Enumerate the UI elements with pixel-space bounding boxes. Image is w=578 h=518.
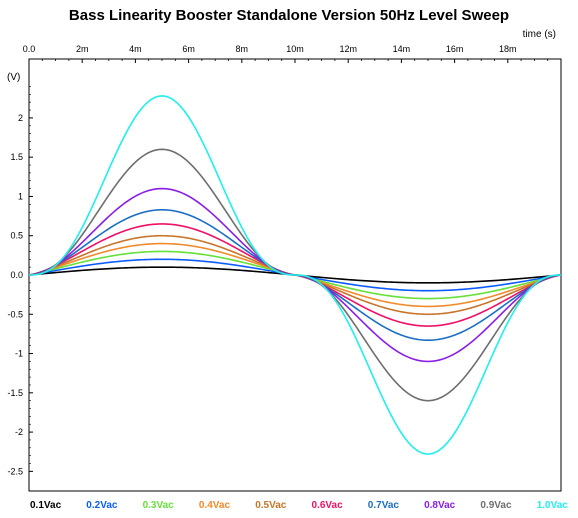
legend-item: 0.5Vac <box>255 500 287 511</box>
y-tick-label: 1 <box>18 191 23 201</box>
y-tick-label: -1.5 <box>7 388 23 398</box>
legend-item: 0.1Vac <box>30 500 62 511</box>
legend-item: 1.0Vac <box>537 500 569 511</box>
y-axis-label: (V) <box>7 72 20 83</box>
y-tick-label: 0.0 <box>10 270 23 280</box>
y-tick-label: -1 <box>15 349 23 359</box>
series-line-1.0Vac <box>28 95 562 455</box>
x-tick-label: 2m <box>76 44 89 54</box>
series-lines <box>28 95 562 455</box>
legend-item: 0.3Vac <box>143 500 175 511</box>
legend-item: 0.8Vac <box>424 500 456 511</box>
y-tick-label: 0.5 <box>10 231 23 241</box>
x-tick-label: 16m <box>446 44 464 54</box>
x-tick-label: 12m <box>339 44 357 54</box>
x-tick-label: 8m <box>236 44 249 54</box>
legend-item: 0.7Vac <box>368 500 400 511</box>
x-tick-label: 0.0 <box>23 44 36 54</box>
x-tick-label: 4m <box>129 44 142 54</box>
x-tick-label: 18m <box>499 44 517 54</box>
chart-title: Bass Linearity Booster Standalone Versio… <box>69 7 509 24</box>
y-tick-label: 2 <box>18 113 23 123</box>
x-axis-label: time (s) <box>523 29 556 40</box>
legend: 0.1Vac 0.2Vac 0.3Vac 0.4Vac 0.5Vac 0.6Vac 0.7V… <box>30 500 568 511</box>
y-tick-label: -2 <box>15 427 23 437</box>
y-tick-label: 1.5 <box>10 152 23 162</box>
x-tick-group: 0.0 2m 4m 6m 8m 10m 12m 14m 16m 18m <box>23 44 549 63</box>
legend-item: 0.6Vac <box>312 500 344 511</box>
y-tick-label: -0.5 <box>7 309 23 319</box>
legend-item: 0.4Vac <box>199 500 231 511</box>
x-tick-label: 14m <box>393 44 411 54</box>
y-tick-label: -2.5 <box>7 466 23 476</box>
legend-item: 0.9Vac <box>480 500 512 511</box>
x-tick-label: 6m <box>182 44 195 54</box>
legend-item: 0.2Vac <box>86 500 118 511</box>
x-tick-label: 10m <box>286 44 304 54</box>
